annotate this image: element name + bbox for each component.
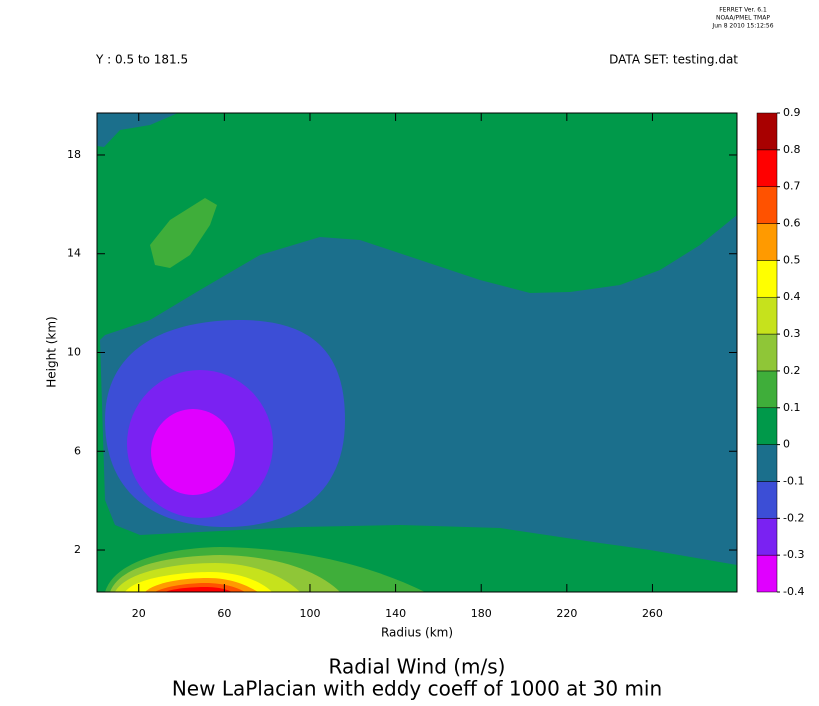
- colorbar-label: 0.5: [783, 253, 801, 266]
- header-line: Jun 8 2010 15:12:56: [711, 23, 773, 30]
- colorbar-swatch: [756, 186, 778, 224]
- header-line: FERRET Ver. 6.1: [719, 7, 767, 14]
- y-tick-label: 6: [74, 444, 81, 457]
- x-tick-label: 260: [642, 607, 663, 620]
- contour-region: [151, 409, 235, 495]
- x-tick-label: 180: [471, 607, 492, 620]
- colorbar-swatch: [756, 554, 778, 593]
- colorbar-label: 0.6: [783, 217, 801, 230]
- y-tick-label: 14: [67, 247, 81, 260]
- chart-title: Radial Wind (m/s): [328, 655, 505, 679]
- colorbar-label: 0.7: [783, 180, 801, 193]
- subset-label: Y : 0.5 to 181.5: [95, 53, 188, 67]
- colorbar-label: -0.2: [783, 511, 804, 524]
- colorbar-swatch: [756, 481, 778, 519]
- x-tick-label: 140: [385, 607, 406, 620]
- colorbar-label: 0.4: [783, 290, 801, 303]
- dataset-label: DATA SET: testing.dat: [609, 53, 738, 67]
- contour-region: [165, 587, 232, 592]
- colorbar-swatch: [756, 370, 778, 409]
- colorbar-label: 0.9: [783, 106, 801, 119]
- contour-region: [97, 113, 178, 147]
- colorbar-swatch: [756, 223, 778, 261]
- colorbar-label: 0: [783, 438, 790, 451]
- colorbar-swatch: [756, 112, 778, 151]
- y-tick-label: 10: [67, 346, 81, 359]
- x-tick-label: 100: [299, 607, 320, 620]
- colorbar-swatch: [756, 333, 778, 372]
- colorbar-swatch: [756, 260, 778, 298]
- colorbar-label: 0.3: [783, 327, 801, 340]
- colorbar-label: 0.1: [783, 401, 801, 414]
- plot-area: [97, 113, 737, 592]
- colorbar-label: -0.1: [783, 474, 804, 487]
- chart-subtitle: New LaPlacian with eddy coeff of 1000 at…: [172, 677, 662, 701]
- contour-region: [150, 198, 217, 268]
- y-tick-label: 18: [67, 148, 81, 161]
- colorbar-label: 0.2: [783, 364, 801, 377]
- colorbar-swatch: [756, 444, 778, 482]
- x-tick-label: 220: [556, 607, 577, 620]
- y-tick-label: 2: [74, 543, 81, 556]
- colorbar-label: -0.3: [783, 548, 804, 561]
- colorbar-label: 0.8: [783, 143, 801, 156]
- colorbar-swatch: [756, 407, 778, 445]
- colorbar-label: -0.4: [783, 585, 804, 598]
- x-tick-label: 20: [132, 607, 146, 620]
- header-line: NOAA/PMEL TMAP: [716, 15, 770, 22]
- x-tick-label: 60: [217, 607, 231, 620]
- colorbar-swatch: [756, 518, 778, 556]
- colorbar-swatch: [756, 149, 778, 187]
- x-axis-label: Radius (km): [381, 626, 453, 640]
- colorbar-swatch: [756, 296, 778, 335]
- y-axis-label: Height (km): [45, 316, 59, 387]
